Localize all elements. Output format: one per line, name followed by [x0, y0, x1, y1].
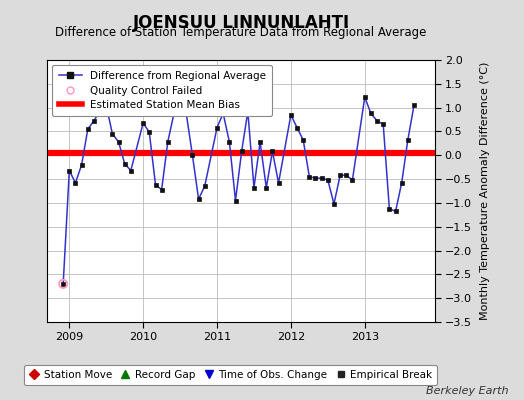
Point — [59, 281, 68, 287]
Y-axis label: Monthly Temperature Anomaly Difference (°C): Monthly Temperature Anomaly Difference (… — [480, 62, 490, 320]
Text: Difference of Station Temperature Data from Regional Average: Difference of Station Temperature Data f… — [56, 26, 427, 39]
Text: JOENSUU LINNUNLAHTI: JOENSUU LINNUNLAHTI — [133, 14, 350, 32]
Legend: Station Move, Record Gap, Time of Obs. Change, Empirical Break: Station Move, Record Gap, Time of Obs. C… — [24, 365, 438, 385]
Text: Berkeley Earth: Berkeley Earth — [426, 386, 508, 396]
Legend: Difference from Regional Average, Quality Control Failed, Estimated Station Mean: Difference from Regional Average, Qualit… — [52, 65, 272, 116]
